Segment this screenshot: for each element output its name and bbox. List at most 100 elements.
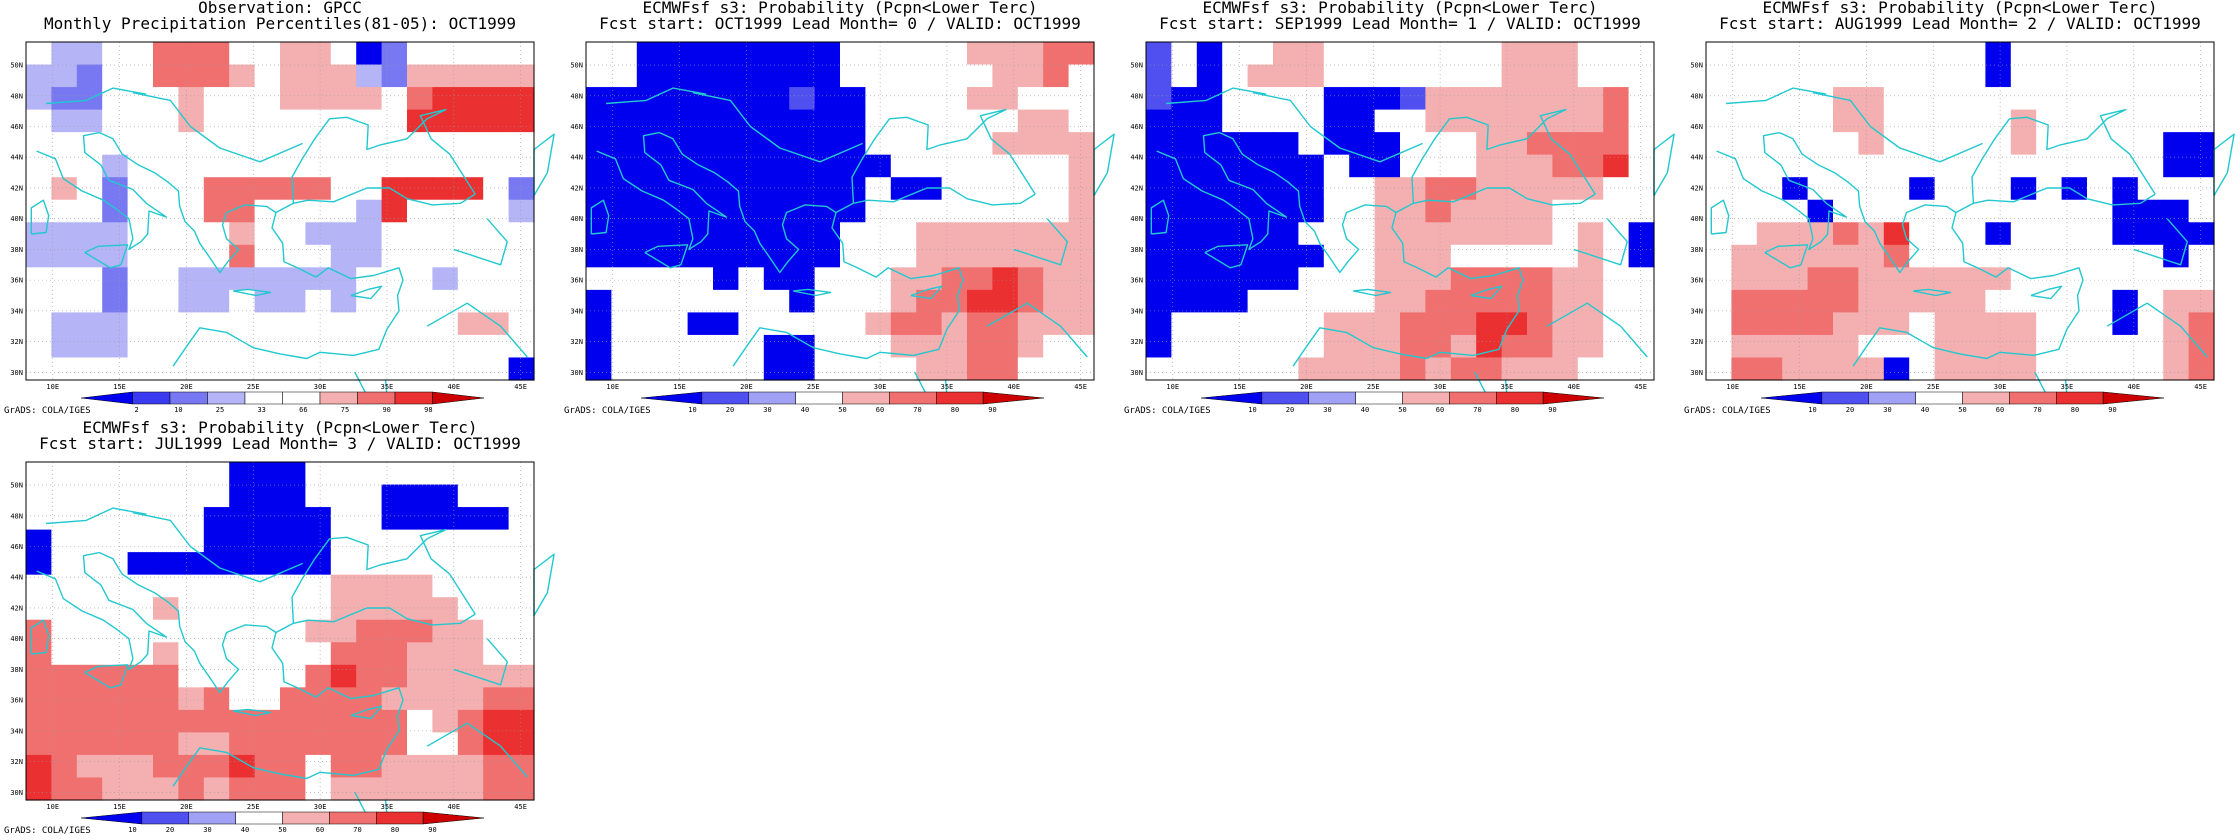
- grid-cell: [2036, 267, 2063, 291]
- grid-cell: [229, 312, 256, 336]
- grid-cell: [153, 334, 179, 359]
- grid-cell: [1501, 199, 1528, 223]
- grid-cell: [26, 177, 52, 201]
- grid-cell: [1756, 109, 1783, 133]
- colorbar-label: 2: [135, 406, 139, 414]
- grid-cell: [636, 42, 663, 66]
- grid-cell: [1501, 334, 1528, 359]
- grid-cell: [1068, 42, 1095, 66]
- grid-cell: [865, 244, 892, 268]
- grid-cell: [51, 312, 78, 336]
- coastline: [350, 705, 383, 720]
- grid-cell: [1017, 177, 1044, 201]
- grid-cell: [687, 177, 714, 201]
- grid-cell: [1017, 357, 1044, 381]
- grid-cell: [1603, 177, 1630, 201]
- grid-cell: [738, 312, 765, 336]
- grid-cell: [280, 754, 306, 779]
- grid-cell: [1323, 334, 1350, 359]
- grid-cell: [1552, 132, 1579, 156]
- grid-cell: [1425, 334, 1452, 359]
- grid-cell: [2163, 199, 2190, 223]
- grid-cell: [2112, 199, 2139, 223]
- lon-tick-label: 35E: [941, 383, 954, 391]
- grid-cell: [102, 732, 129, 756]
- grid-cell: [203, 597, 230, 621]
- grid-cell: [1552, 222, 1579, 246]
- grid-cell: [1476, 334, 1503, 359]
- grid-cell: [1247, 64, 1274, 88]
- lat-tick-label: 46N: [570, 123, 583, 131]
- grid-cell: [1833, 132, 1859, 156]
- coastline: [1779, 131, 1957, 274]
- map-panel-lead1: ECMWFsf s3: Probability (Pcpn<Lower Terc…: [1120, 0, 1680, 420]
- grid-cell: [356, 177, 383, 201]
- coastline: [1955, 187, 2156, 214]
- colorbar-swatch: [80, 391, 133, 405]
- grid-cell: [229, 267, 256, 291]
- grid-cell: [26, 132, 52, 156]
- grid-cell: [1425, 109, 1452, 133]
- grid-cell: [865, 87, 892, 111]
- grid-cell: [992, 87, 1019, 111]
- lat-tick-label: 42N: [1130, 184, 1143, 192]
- lon-tick-label: 15E: [113, 383, 126, 391]
- grid-cell: [483, 177, 510, 201]
- grid-cell: [457, 154, 484, 178]
- grid-cell: [280, 484, 306, 508]
- lat-tick-label: 42N: [1690, 184, 1703, 192]
- colorbar-label: 80: [1511, 406, 1519, 414]
- grid-cell: [1858, 357, 1885, 381]
- grid-cell: [280, 222, 306, 246]
- grid-cell: [229, 289, 256, 313]
- grid-cell: [305, 334, 332, 359]
- coastline: [1395, 187, 1596, 214]
- grid-cell: [1323, 64, 1350, 88]
- grid-cell: [1577, 64, 1604, 88]
- grid-cell: [1527, 109, 1553, 133]
- grid-cell: [280, 529, 306, 553]
- grid-cell: [254, 552, 281, 576]
- colorbar-label: 50: [1958, 406, 1966, 414]
- grid-cell: [508, 154, 535, 178]
- grid-cell: [280, 267, 306, 291]
- grid-cell: [814, 87, 841, 111]
- grid-cell: [1273, 154, 1299, 178]
- grid-cell: [305, 574, 332, 598]
- grid-cell: [1985, 199, 2012, 223]
- grid-cell: [2010, 289, 2037, 313]
- grid-cell: [457, 529, 484, 553]
- grid-cell: [381, 507, 408, 531]
- grid-cell: [1400, 199, 1426, 223]
- grid-cell: [2036, 289, 2063, 313]
- grid-cell: [51, 552, 78, 576]
- lon-tick-label: 15E: [1233, 383, 1246, 391]
- grid-cell: [1349, 42, 1376, 66]
- grid-cell: [127, 87, 154, 111]
- grid-cell: [356, 642, 383, 666]
- lat-tick-label: 48N: [1130, 92, 1143, 100]
- grid-cell: [153, 664, 179, 688]
- grid-cell: [508, 109, 535, 133]
- grid-cell: [254, 42, 281, 66]
- lat-tick-label: 34N: [570, 307, 583, 315]
- grid-cell: [890, 42, 917, 66]
- grid-cell: [789, 64, 816, 88]
- lat-tick-label: 30N: [10, 789, 23, 797]
- grid-cell: [662, 64, 689, 88]
- grid-cell: [280, 462, 306, 486]
- grid-cell: [992, 222, 1019, 246]
- grid-cell: [1909, 109, 1936, 133]
- grid-cell: [1731, 312, 1758, 336]
- grid-cell: [483, 484, 510, 508]
- colorbar-label: 60: [1436, 406, 1444, 414]
- grid-cell: [967, 244, 993, 268]
- grid-cell: [713, 357, 739, 381]
- grid-cell: [1934, 222, 1961, 246]
- grid-cell: [662, 42, 689, 66]
- grid-cell: [1706, 132, 1732, 156]
- grid-cell: [1731, 109, 1758, 133]
- grid-cell: [687, 199, 714, 223]
- grid-cell: [229, 222, 256, 246]
- grid-cell: [687, 334, 714, 359]
